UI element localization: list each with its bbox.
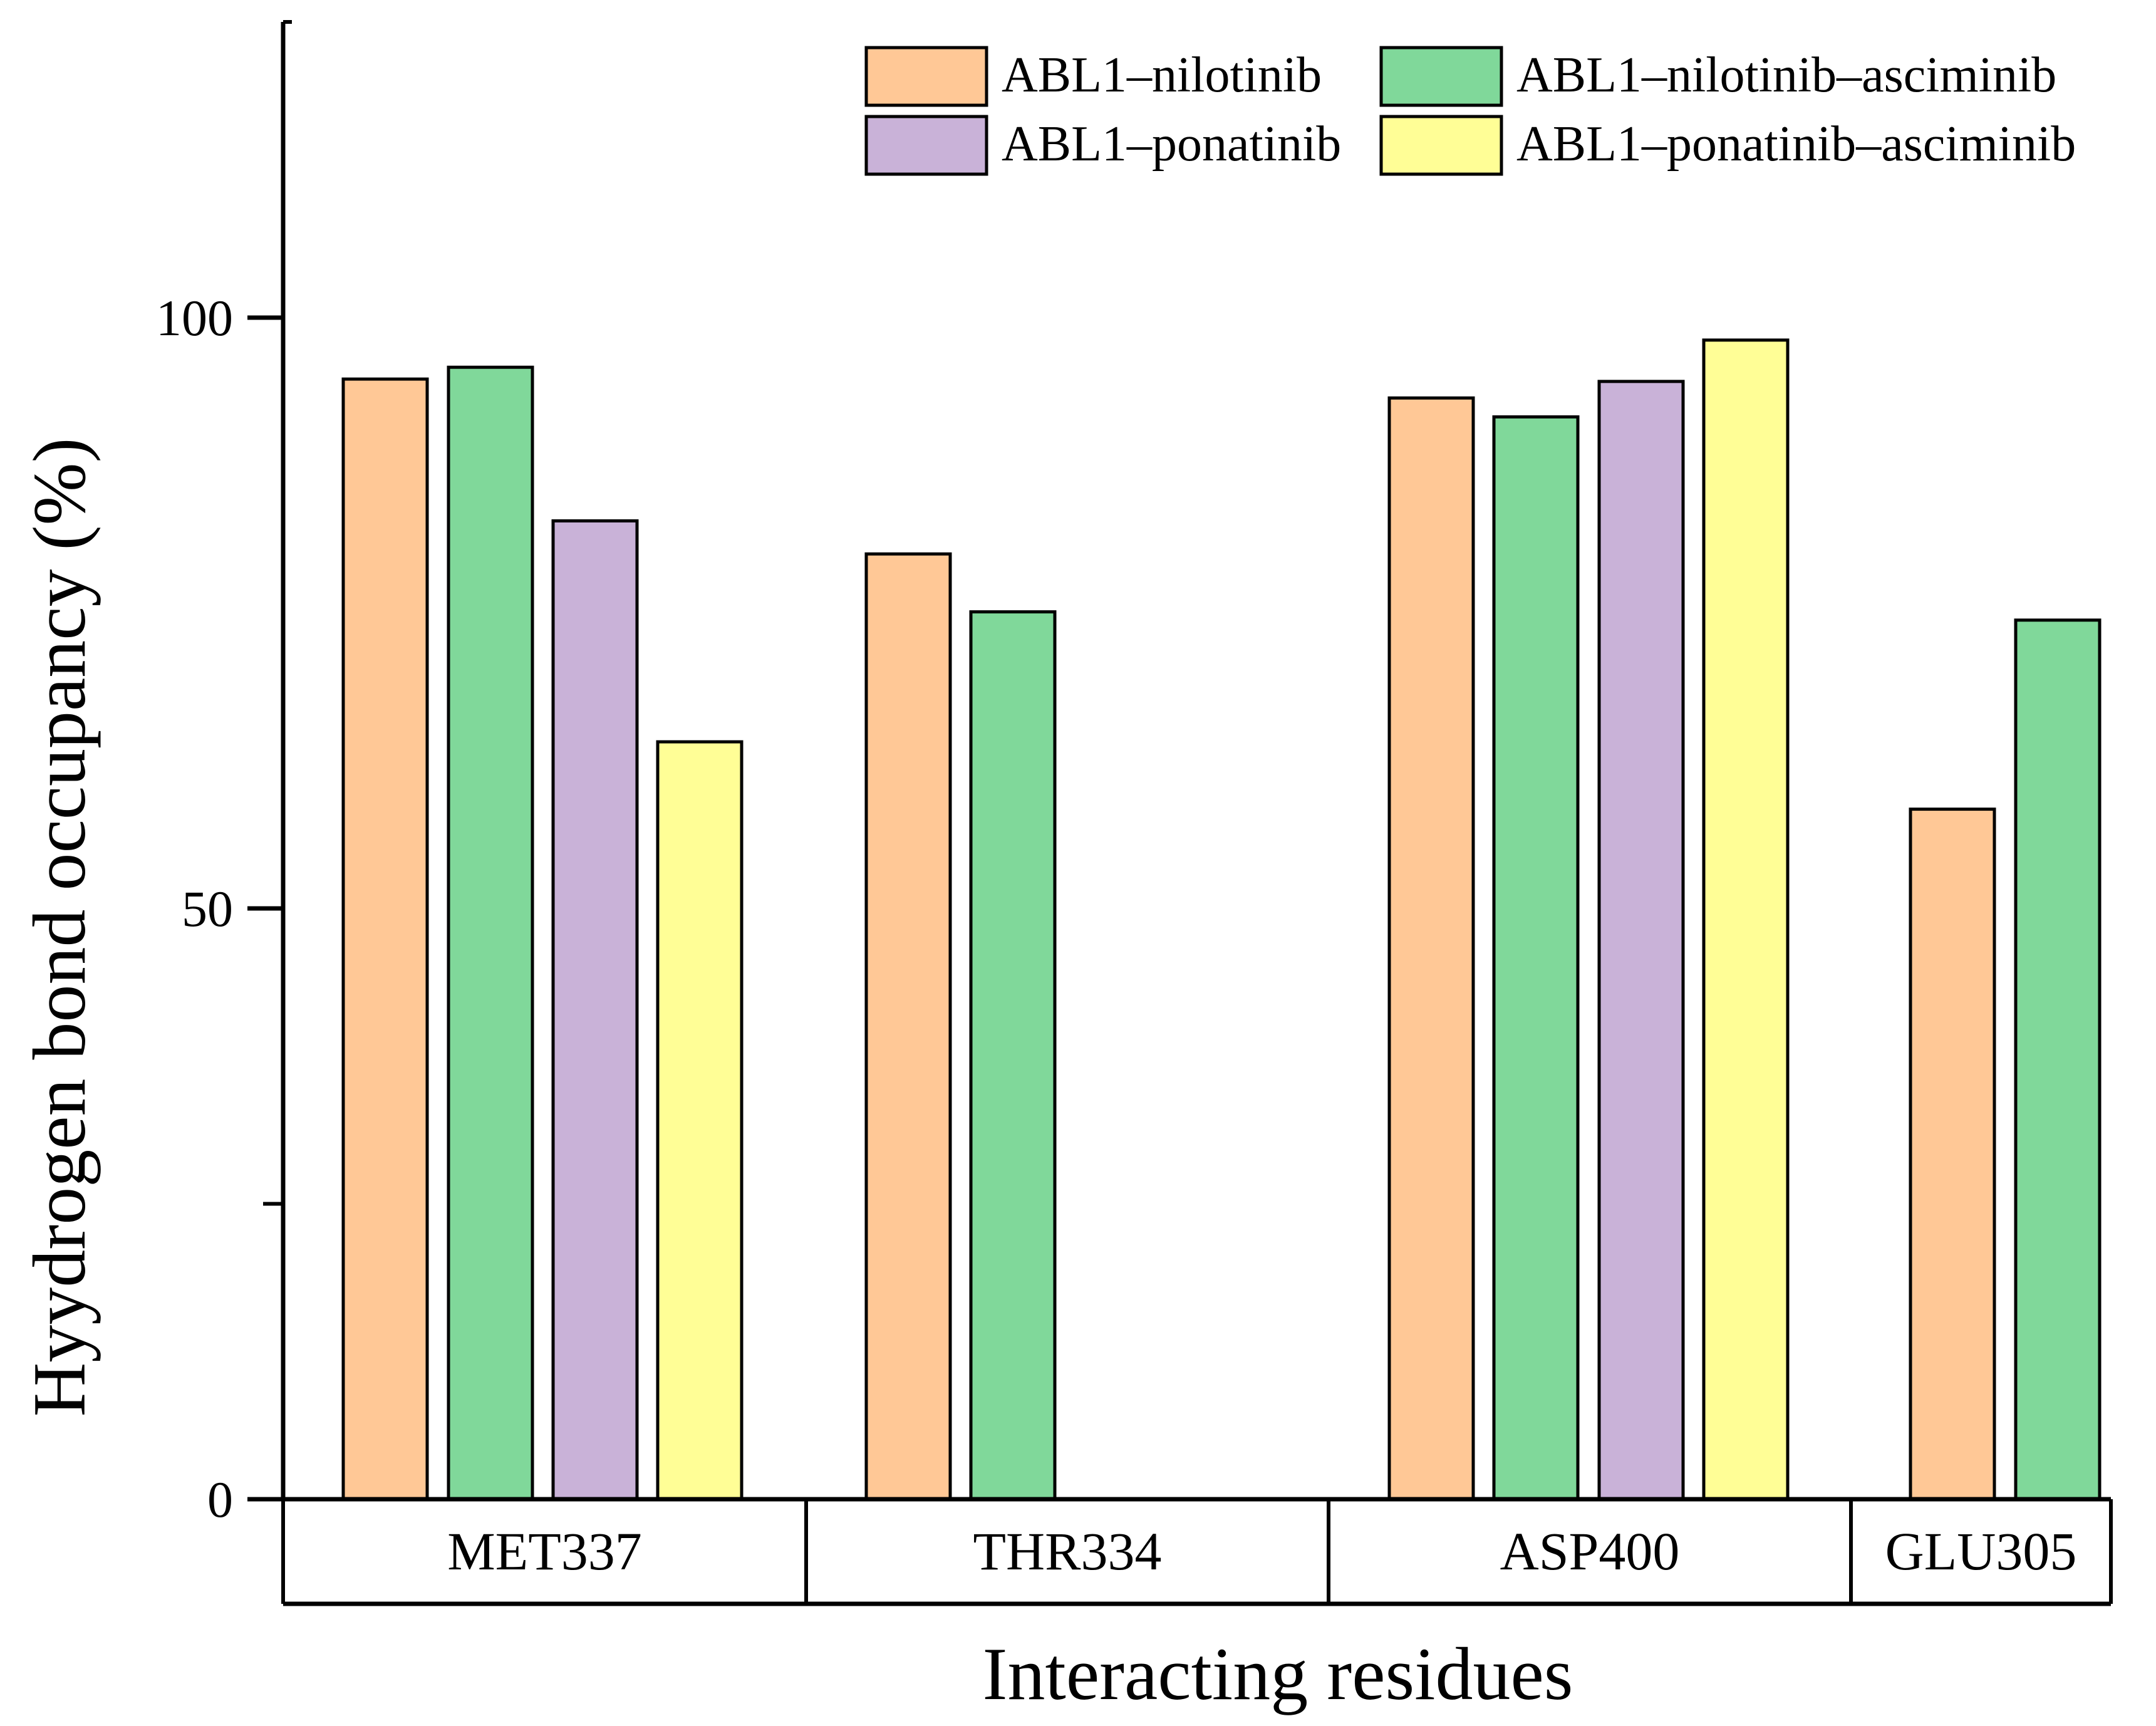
legend-swatch (864, 115, 988, 176)
legend-label: ABL1–ponatinib (1002, 117, 1341, 172)
legend-swatch (1379, 115, 1503, 176)
legend-swatch (1379, 46, 1503, 107)
category-label: MET337 (447, 1521, 642, 1581)
y-axis-title: Hyydrogen bond occupancy (%) (18, 438, 101, 1417)
category-axis-box: MET337 THR334 ASP400 GLU305 (281, 1499, 2113, 1606)
bar (2014, 618, 2102, 1501)
axes-layer: 0 50 100 (156, 20, 2111, 1528)
legend-swatch (864, 46, 988, 107)
y-tick-label: 0 (207, 1471, 233, 1528)
y-tick-label: 50 (182, 880, 233, 937)
bar (969, 610, 1057, 1501)
y-tick-label: 100 (156, 289, 233, 346)
category-label: THR334 (973, 1521, 1162, 1581)
bar (341, 377, 429, 1501)
category-label: GLU305 (1885, 1521, 2077, 1581)
bar (551, 519, 639, 1501)
bar (656, 740, 744, 1501)
legend-label: ABL1–nilotinib (1002, 48, 1322, 103)
bar (864, 552, 952, 1501)
legend-label: ABL1–nilotinib–asciminib (1516, 48, 2056, 103)
bar (1702, 338, 1790, 1501)
bar (447, 365, 534, 1501)
legend: ABL1–nilotinib ABL1–nilotinib–asciminib AB… (864, 46, 2076, 176)
bar (1909, 808, 1996, 1501)
bars-layer (341, 338, 2102, 1501)
bar (1597, 380, 1685, 1501)
legend-label: ABL1–ponatinib–asciminib (1516, 117, 2076, 172)
bar (1387, 396, 1475, 1501)
x-axis-title: Interacting residues (983, 1632, 1573, 1715)
bar (1492, 415, 1580, 1501)
category-label: ASP400 (1500, 1521, 1680, 1581)
